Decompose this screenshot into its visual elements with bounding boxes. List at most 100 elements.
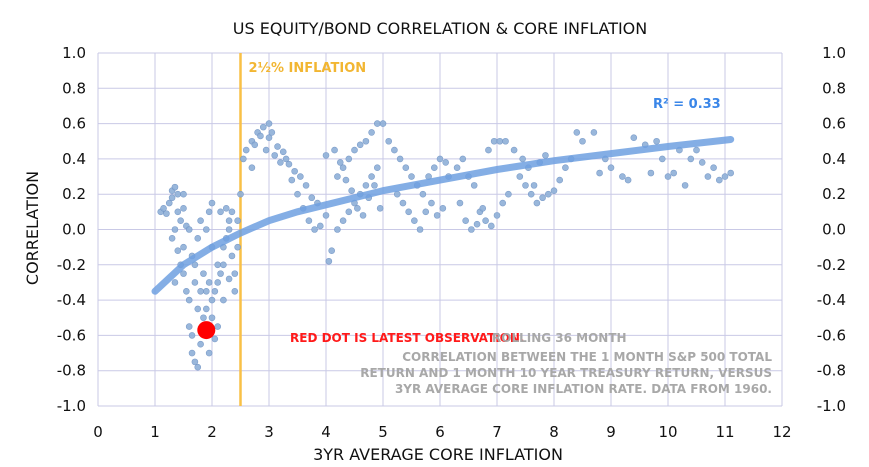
data-point xyxy=(393,190,401,198)
data-point xyxy=(217,208,224,216)
data-point xyxy=(624,176,632,184)
data-point xyxy=(194,363,202,371)
data-point xyxy=(200,314,207,322)
data-point xyxy=(288,176,296,184)
data-point xyxy=(200,270,207,277)
data-point xyxy=(165,199,173,207)
data-point xyxy=(710,164,717,172)
y-tick-label-left: 0.6 xyxy=(62,115,86,133)
data-point xyxy=(376,205,384,212)
data-point xyxy=(211,287,219,295)
data-point xyxy=(197,287,204,295)
x-tick-label: 7 xyxy=(492,423,502,441)
data-point xyxy=(468,226,475,233)
y-tick-label-right: 0.2 xyxy=(822,185,846,203)
data-point xyxy=(231,287,239,295)
data-point xyxy=(681,182,689,189)
data-point xyxy=(385,137,393,145)
data-point xyxy=(727,169,735,177)
data-point xyxy=(345,208,353,216)
data-point xyxy=(237,190,244,198)
data-point xyxy=(362,182,370,189)
data-point xyxy=(208,199,216,207)
data-point xyxy=(282,155,290,163)
data-point xyxy=(240,155,247,163)
data-point xyxy=(411,217,418,224)
data-point xyxy=(251,141,259,149)
data-point xyxy=(171,183,179,191)
data-point xyxy=(490,137,498,145)
data-point xyxy=(516,173,524,180)
data-point xyxy=(180,190,187,198)
data-point xyxy=(544,190,552,198)
data-point xyxy=(231,270,239,277)
data-point xyxy=(174,247,182,254)
data-point xyxy=(550,187,558,194)
data-point xyxy=(362,137,370,145)
data-point xyxy=(373,164,381,172)
grid xyxy=(97,52,783,407)
data-point xyxy=(505,190,512,198)
data-point xyxy=(721,173,729,180)
data-point xyxy=(222,205,230,212)
data-point xyxy=(479,205,487,212)
data-point xyxy=(715,176,723,184)
data-point xyxy=(493,212,501,219)
data-point xyxy=(214,323,221,330)
data-point xyxy=(453,164,461,172)
data-point xyxy=(311,226,318,233)
x-axis-label: 3YR AVERAGE CORE INFLATION xyxy=(313,445,563,464)
chart-note: RED DOT IS LATEST OBSERVATION. ROLLING 3… xyxy=(290,331,772,396)
note-line: ROLLING 36 MONTH xyxy=(492,331,627,345)
data-point xyxy=(704,173,712,180)
data-point xyxy=(359,212,367,219)
data-point xyxy=(562,164,569,172)
x-tick-label: 3 xyxy=(264,423,274,441)
data-point xyxy=(596,169,603,177)
data-point xyxy=(302,182,310,189)
data-point xyxy=(502,137,509,145)
data-point xyxy=(428,199,435,207)
data-point xyxy=(322,152,330,159)
data-point xyxy=(291,167,298,175)
data-point xyxy=(183,287,190,295)
data-point xyxy=(527,190,535,198)
data-point xyxy=(203,226,210,233)
data-point xyxy=(619,173,626,180)
x-tick-label: 4 xyxy=(321,423,331,441)
data-point xyxy=(262,146,270,154)
data-point xyxy=(496,137,504,145)
data-point xyxy=(265,134,273,142)
x-tick-label: 8 xyxy=(549,423,559,441)
y-tick-label-right: -0.8 xyxy=(817,362,846,380)
data-point xyxy=(234,243,241,251)
y-tick-label-right: 0.0 xyxy=(822,221,846,239)
data-point xyxy=(214,279,221,286)
data-point xyxy=(220,296,227,304)
data-point xyxy=(325,257,333,265)
data-point xyxy=(163,210,170,217)
data-point xyxy=(334,173,341,180)
data-point xyxy=(265,120,273,127)
data-point xyxy=(205,208,213,216)
data-point xyxy=(368,173,375,180)
data-point xyxy=(402,164,410,172)
y-tick-label-left: -0.4 xyxy=(57,291,86,309)
data-point xyxy=(345,155,353,163)
y-axis-right: 1.0 0.8 0.6 0.4 0.2 0.0 -0.2 -0.4 -0.6 -0.8 -1.0 xyxy=(817,44,846,415)
data-point xyxy=(542,152,549,159)
data-point xyxy=(436,155,444,163)
data-point xyxy=(664,173,672,180)
data-point xyxy=(539,194,546,202)
data-point xyxy=(396,155,404,163)
data-point xyxy=(522,182,529,189)
data-point xyxy=(185,296,193,304)
data-point xyxy=(205,279,213,286)
data-point xyxy=(203,305,210,313)
data-point xyxy=(356,141,364,149)
data-point xyxy=(305,217,313,224)
latest-observation-point xyxy=(197,321,216,340)
x-tick-label: 0 xyxy=(93,423,103,441)
data-point xyxy=(482,217,489,224)
